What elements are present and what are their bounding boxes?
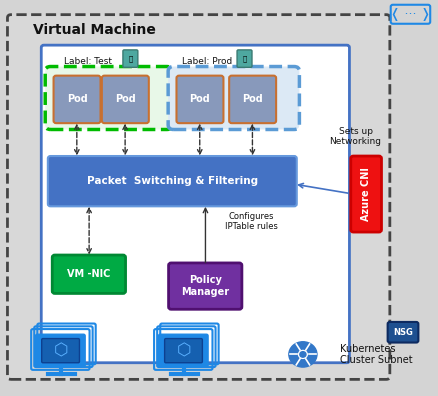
Text: Pod: Pod bbox=[242, 94, 262, 105]
FancyBboxPatch shape bbox=[102, 76, 148, 123]
Text: NSG: NSG bbox=[392, 328, 412, 337]
FancyBboxPatch shape bbox=[42, 339, 79, 363]
Text: Configures
IPTable rules: Configures IPTable rules bbox=[224, 212, 277, 231]
Text: Kubernetes
Cluster Subnet: Kubernetes Cluster Subnet bbox=[339, 344, 412, 365]
Text: Sets up
Networking: Sets up Networking bbox=[329, 127, 381, 146]
FancyBboxPatch shape bbox=[164, 339, 202, 363]
FancyBboxPatch shape bbox=[229, 76, 276, 123]
Circle shape bbox=[299, 352, 305, 357]
Text: VM -NIC: VM -NIC bbox=[67, 269, 110, 279]
Text: Pod: Pod bbox=[115, 94, 135, 105]
Text: Policy
Manager: Policy Manager bbox=[181, 275, 229, 297]
Text: Packet  Switching & Filtering: Packet Switching & Filtering bbox=[87, 176, 258, 186]
FancyBboxPatch shape bbox=[237, 50, 251, 67]
Text: 📄: 📄 bbox=[128, 55, 132, 62]
FancyBboxPatch shape bbox=[168, 263, 241, 309]
Text: Label: Test: Label: Test bbox=[64, 57, 111, 66]
Text: Azure CNI: Azure CNI bbox=[360, 167, 370, 221]
FancyBboxPatch shape bbox=[7, 15, 389, 379]
FancyBboxPatch shape bbox=[48, 156, 296, 206]
FancyBboxPatch shape bbox=[35, 334, 85, 367]
FancyBboxPatch shape bbox=[45, 67, 172, 129]
Text: Pod: Pod bbox=[189, 94, 210, 105]
FancyBboxPatch shape bbox=[176, 76, 223, 123]
Text: Virtual Machine: Virtual Machine bbox=[33, 23, 155, 37]
Text: 📄: 📄 bbox=[242, 55, 246, 62]
Text: ⬡: ⬡ bbox=[54, 341, 69, 360]
Circle shape bbox=[298, 350, 307, 358]
FancyBboxPatch shape bbox=[168, 67, 299, 129]
FancyBboxPatch shape bbox=[387, 322, 417, 343]
FancyBboxPatch shape bbox=[158, 334, 208, 367]
FancyBboxPatch shape bbox=[41, 45, 349, 363]
FancyBboxPatch shape bbox=[53, 76, 100, 123]
FancyBboxPatch shape bbox=[123, 50, 138, 67]
FancyBboxPatch shape bbox=[350, 156, 381, 232]
Circle shape bbox=[288, 342, 316, 367]
FancyBboxPatch shape bbox=[52, 255, 125, 293]
Text: Label: Prod: Label: Prod bbox=[182, 57, 232, 66]
Text: Pod: Pod bbox=[67, 94, 87, 105]
Text: ❬ ··· ❭: ❬ ··· ❭ bbox=[389, 8, 430, 21]
Text: ⬡: ⬡ bbox=[177, 341, 191, 360]
